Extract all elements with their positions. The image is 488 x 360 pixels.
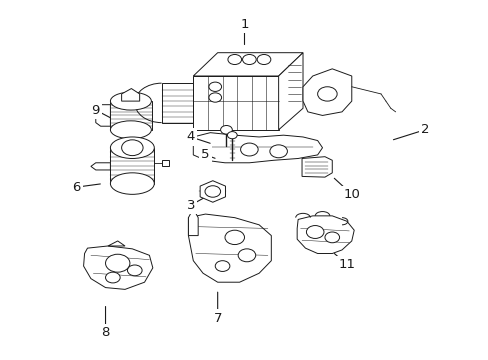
Circle shape: [220, 126, 232, 134]
Polygon shape: [122, 89, 140, 101]
Text: 9: 9: [91, 104, 100, 117]
Polygon shape: [188, 214, 271, 282]
Polygon shape: [303, 69, 351, 116]
Polygon shape: [161, 83, 193, 123]
Polygon shape: [188, 209, 198, 235]
Circle shape: [325, 232, 339, 243]
Circle shape: [240, 143, 258, 156]
Circle shape: [208, 93, 221, 102]
Polygon shape: [110, 101, 152, 130]
Polygon shape: [302, 157, 331, 177]
Bar: [161, 160, 168, 166]
Circle shape: [238, 249, 255, 262]
Polygon shape: [96, 105, 110, 126]
Circle shape: [224, 230, 244, 244]
Ellipse shape: [110, 121, 151, 139]
Circle shape: [105, 272, 120, 283]
Ellipse shape: [110, 173, 154, 194]
Text: 5: 5: [201, 148, 209, 161]
Circle shape: [317, 87, 336, 101]
Circle shape: [208, 82, 221, 91]
Circle shape: [105, 254, 130, 272]
Circle shape: [122, 140, 143, 156]
Polygon shape: [200, 181, 225, 202]
Ellipse shape: [110, 137, 154, 158]
Text: 3: 3: [186, 199, 195, 212]
Circle shape: [227, 132, 237, 139]
Text: 8: 8: [101, 326, 109, 339]
Text: 2: 2: [420, 123, 428, 136]
Polygon shape: [297, 216, 353, 253]
Circle shape: [306, 226, 324, 238]
Polygon shape: [278, 53, 303, 130]
Circle shape: [227, 54, 241, 64]
Ellipse shape: [110, 92, 151, 110]
Circle shape: [269, 145, 287, 158]
Text: 6: 6: [72, 181, 81, 194]
Circle shape: [204, 186, 220, 197]
Text: 10: 10: [343, 188, 360, 201]
Polygon shape: [110, 148, 154, 184]
Circle shape: [242, 54, 256, 64]
Circle shape: [127, 265, 142, 276]
Polygon shape: [193, 133, 322, 163]
Text: 1: 1: [240, 18, 248, 31]
Polygon shape: [193, 76, 278, 130]
Text: 7: 7: [213, 311, 222, 325]
Polygon shape: [193, 53, 303, 76]
Polygon shape: [91, 163, 110, 170]
Circle shape: [257, 54, 270, 64]
Polygon shape: [108, 241, 125, 246]
Circle shape: [215, 261, 229, 271]
Text: 11: 11: [338, 258, 355, 271]
Polygon shape: [83, 246, 153, 289]
Text: 4: 4: [186, 130, 195, 144]
